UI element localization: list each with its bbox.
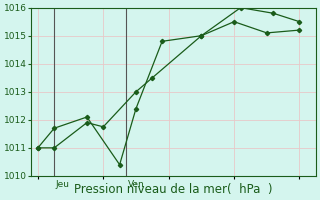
Text: Jeu: Jeu — [56, 180, 70, 189]
X-axis label: Pression niveau de la mer(  hPa  ): Pression niveau de la mer( hPa ) — [74, 183, 273, 196]
Text: Ven: Ven — [128, 180, 145, 189]
